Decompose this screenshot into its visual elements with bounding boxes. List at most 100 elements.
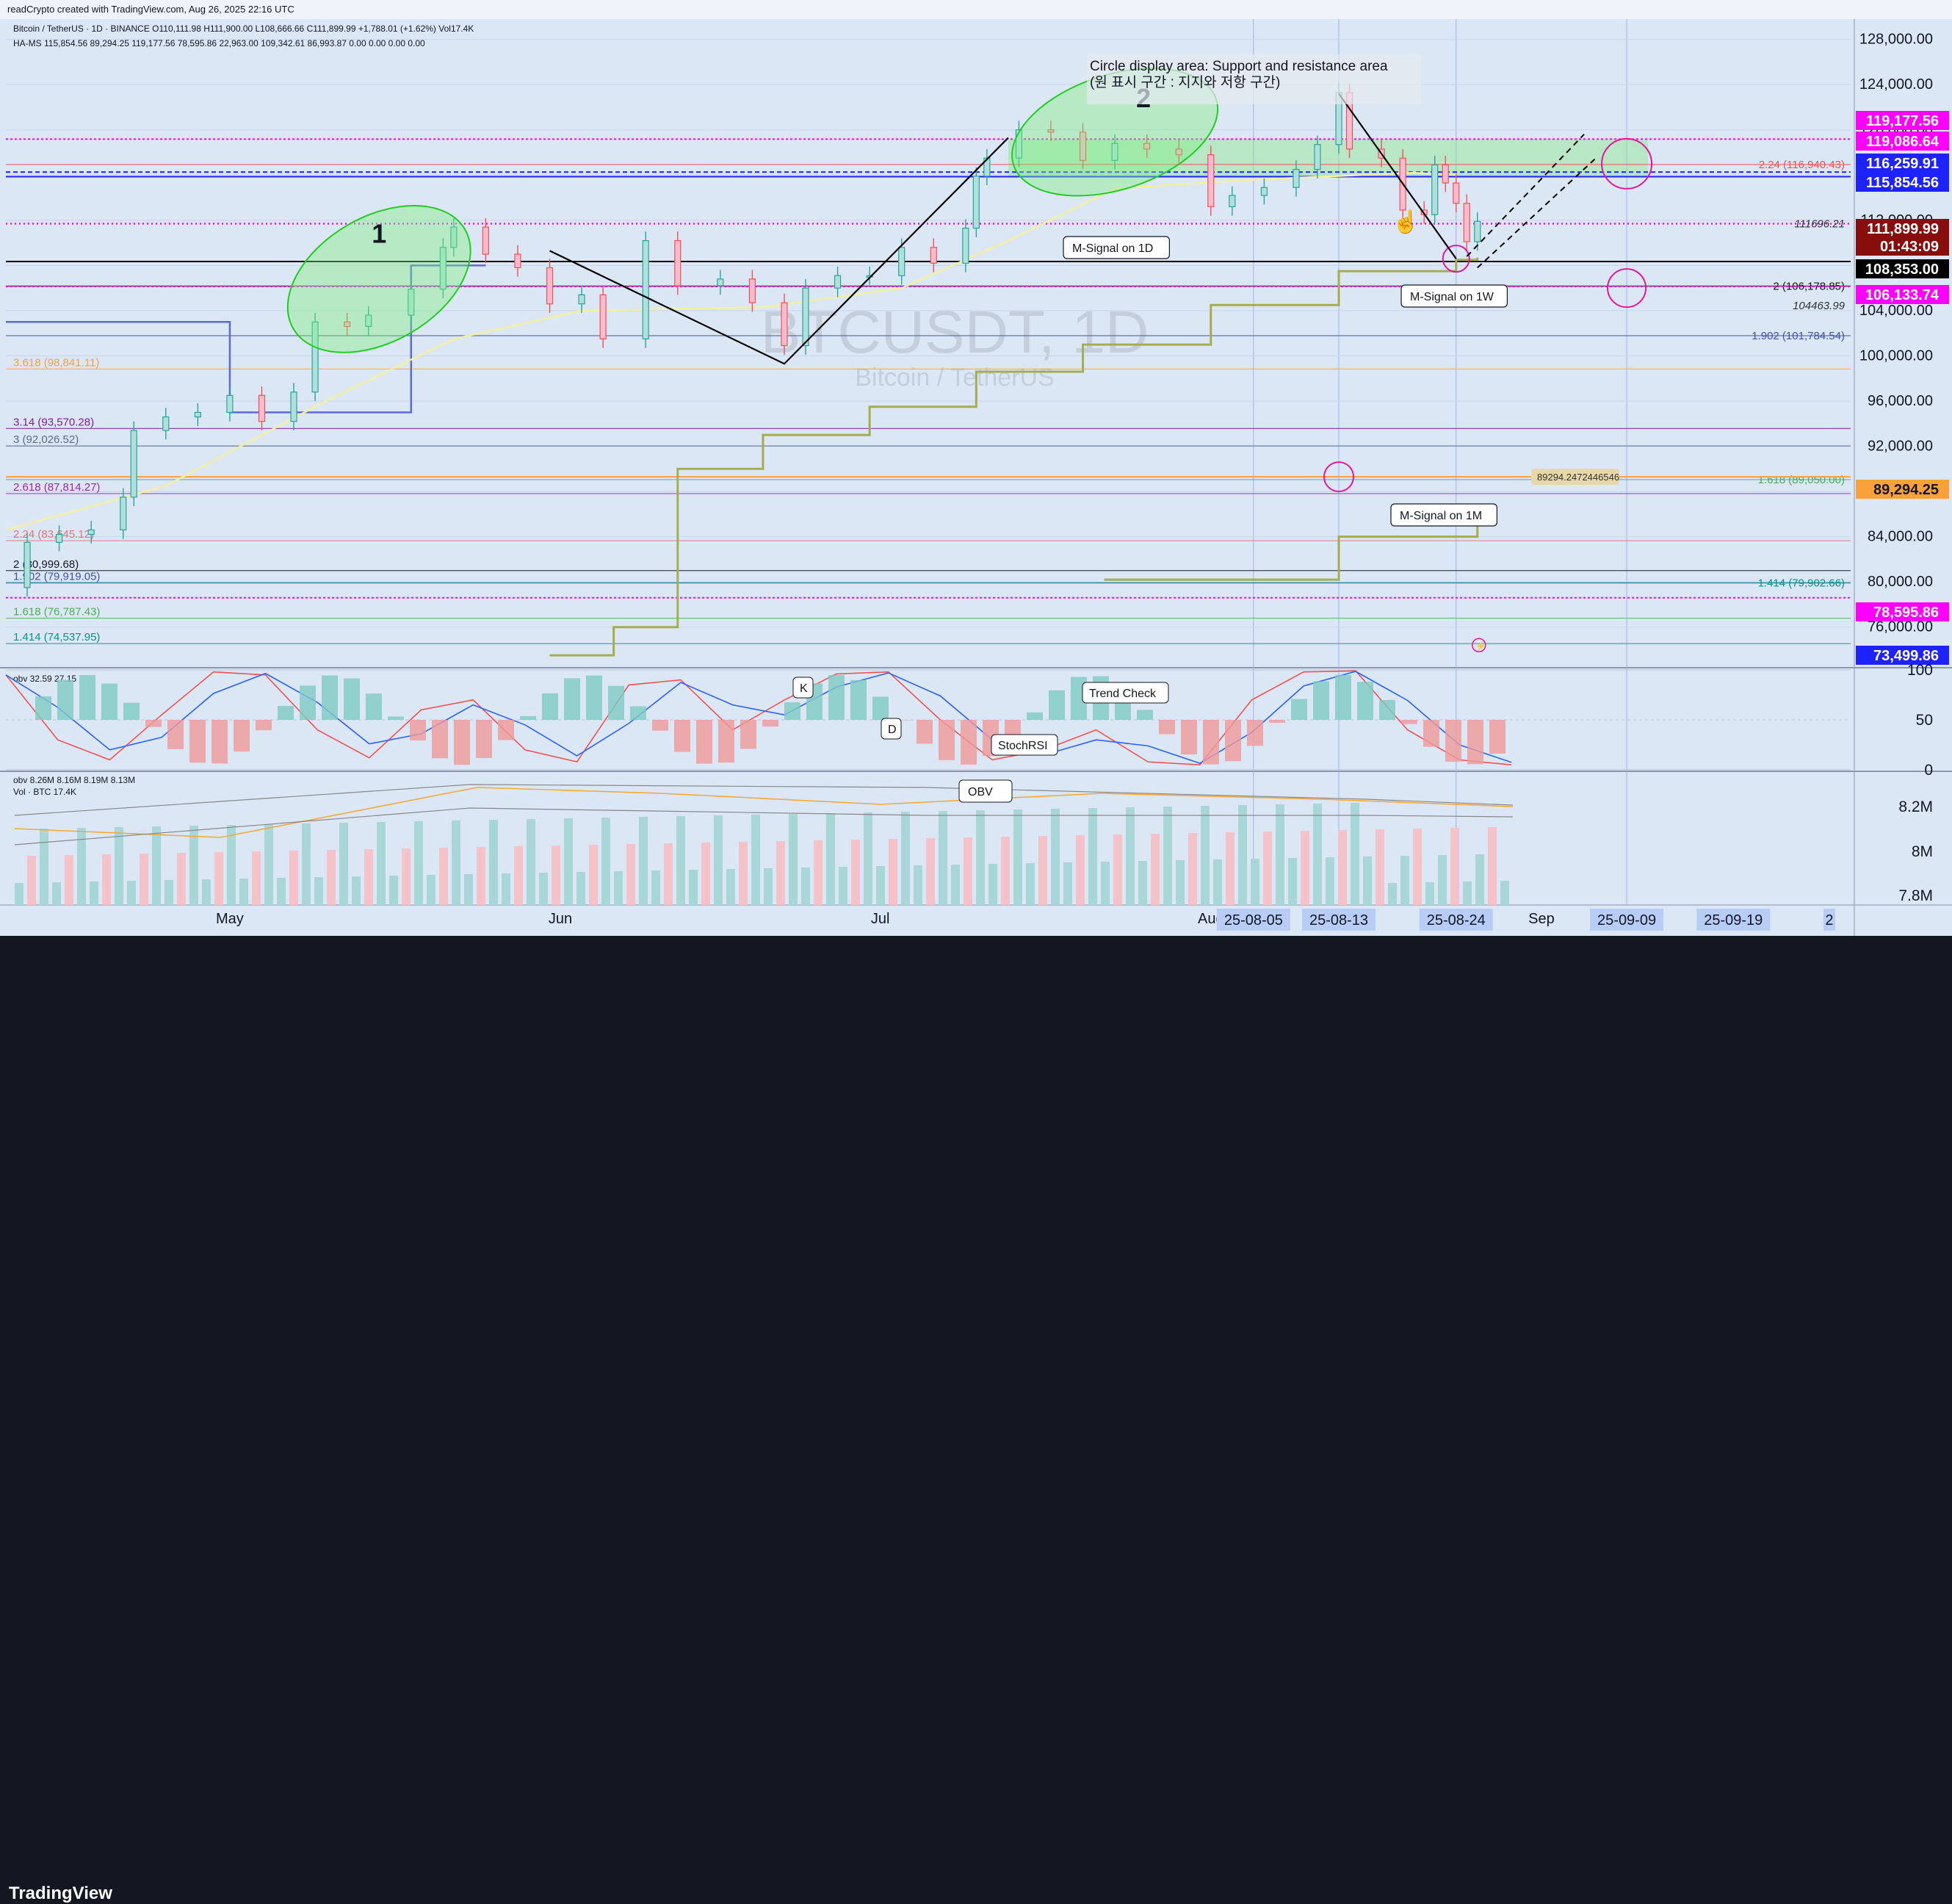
vol-tick: 7.8M — [1898, 887, 1933, 904]
volume-bar — [140, 854, 148, 905]
volume-bar — [951, 865, 960, 905]
volume-bar — [127, 881, 136, 905]
y-tick-label: 100,000.00 — [1859, 347, 1933, 364]
volume-bar — [726, 869, 735, 905]
stoch-histogram-bar — [564, 678, 580, 720]
candle-body — [1175, 148, 1182, 156]
fib-label-right: 1.414 (79,902.66) — [1758, 577, 1845, 590]
x-axis-month: Jun — [549, 911, 572, 927]
volume-bar — [1113, 834, 1122, 905]
vol-tick: 8M — [1912, 843, 1933, 860]
stoch-callout: D — [888, 724, 897, 736]
volume-bar — [614, 871, 623, 905]
pattern-trendline — [1338, 93, 1457, 259]
volume-bar — [289, 851, 298, 905]
volume-bar — [1126, 807, 1135, 905]
stoch-histogram-bar — [300, 685, 316, 720]
obv-legend: obv 8.26M 8.16M 8.19M 8.13M — [13, 775, 135, 785]
stoch-histogram-bar — [35, 696, 51, 720]
volume-bar — [889, 839, 897, 905]
stoch-histogram-bar — [652, 720, 668, 731]
volume-bar — [1500, 881, 1509, 905]
price-tag-label: 01:43:09 — [1880, 239, 1939, 255]
volume-bar — [227, 825, 236, 905]
sr-circle-marker — [1601, 137, 1653, 190]
volume-bar — [676, 816, 685, 905]
stoch-histogram-bar — [1467, 720, 1483, 765]
volume-bar — [814, 840, 823, 905]
volume-bar — [264, 824, 273, 905]
price-tag-label: 108,353.00 — [1865, 262, 1939, 278]
candle-body — [311, 321, 319, 393]
fib-label-left: 3 (92,026.52) — [13, 433, 79, 446]
volume-bar — [939, 811, 947, 905]
y-tick-label: 84,000.00 — [1868, 529, 1933, 545]
price-tag-label: 78,595.86 — [1873, 605, 1939, 621]
volume-bar — [1051, 809, 1060, 905]
y-tick-label: 124,000.00 — [1859, 76, 1933, 93]
volume-bar — [1438, 855, 1447, 905]
candle-body — [194, 411, 201, 418]
volume-bar — [327, 850, 336, 905]
price-tag-label: 106,133.74 — [1865, 287, 1940, 303]
volume-bar — [252, 851, 261, 905]
price-tag-label: 73,499.86 — [1873, 648, 1939, 664]
volume-bar — [1151, 834, 1160, 905]
stoch-callout: StochRSI — [998, 740, 1048, 752]
volume-bar — [202, 879, 211, 905]
ohlc-legend: Bitcoin / TetherUS · 1D · BINANCE O110,1… — [13, 24, 474, 34]
candle-body — [1143, 143, 1151, 150]
volume-bar — [1450, 828, 1459, 905]
volume-bar — [1263, 832, 1272, 905]
fib-label-right: 2.24 (116,940.43) — [1759, 159, 1845, 171]
candle-body — [56, 533, 63, 543]
volume-bar — [764, 868, 773, 905]
annotation-bg — [1087, 54, 1421, 104]
volume-bar — [689, 870, 698, 905]
volume-bar — [1163, 807, 1172, 905]
volume-bar — [901, 812, 910, 905]
volume-bar — [1226, 832, 1235, 905]
volume-bar — [864, 812, 872, 905]
date-tag: 25-09-09 — [1597, 912, 1656, 928]
stoch-histogram-bar — [1225, 720, 1241, 762]
moving-average-line — [5, 171, 1456, 531]
candle-body — [642, 239, 649, 339]
stoch-histogram-bar — [322, 675, 338, 720]
stoch-histogram-bar — [586, 675, 602, 720]
obv-callout-box — [958, 779, 1013, 803]
date-tag-bg — [1216, 909, 1290, 931]
fib-label-left: 3.14 (93,570.28) — [13, 416, 94, 428]
volume-bar — [776, 841, 785, 905]
stoch-histogram-bar — [1313, 681, 1329, 720]
price-tag-label: 115,854.56 — [1866, 175, 1939, 191]
stoch-histogram-bar — [718, 720, 734, 763]
price-tag-bg — [1856, 602, 1949, 621]
volume-bar — [1388, 883, 1397, 905]
stoch-histogram-bar — [167, 720, 184, 749]
date-tag: 25-08-05 — [1224, 912, 1283, 928]
stoch-histogram-bar — [1335, 674, 1351, 720]
volume-bar — [352, 876, 361, 905]
volume-bar — [639, 817, 648, 905]
m-signal-1m-line — [549, 257, 1479, 657]
volume-bar — [414, 821, 423, 905]
stoch-histogram-bar — [498, 720, 514, 740]
price-tag-bg — [1856, 173, 1949, 192]
stoch-histogram-bar — [278, 705, 294, 720]
stoch-callout: Trend Check — [1089, 688, 1157, 700]
obv-ma-line — [14, 787, 1514, 838]
price-tag-bg — [1856, 131, 1949, 151]
candle-body — [226, 394, 234, 413]
stoch-histogram-bar — [784, 702, 800, 720]
candle-body — [439, 247, 447, 290]
stoch-callout-box — [792, 677, 814, 699]
stoch-histogram-bar — [630, 706, 646, 720]
credit-text: readCrypto created with TradingView.com,… — [7, 4, 294, 15]
stoch-histogram-bar — [1357, 682, 1373, 720]
volume-bar — [52, 882, 61, 905]
volume-bar — [1413, 829, 1422, 905]
tradingview-logo-icon[interactable]: TradingView — [9, 1883, 112, 1904]
stoch-histogram-bar — [1159, 720, 1175, 735]
